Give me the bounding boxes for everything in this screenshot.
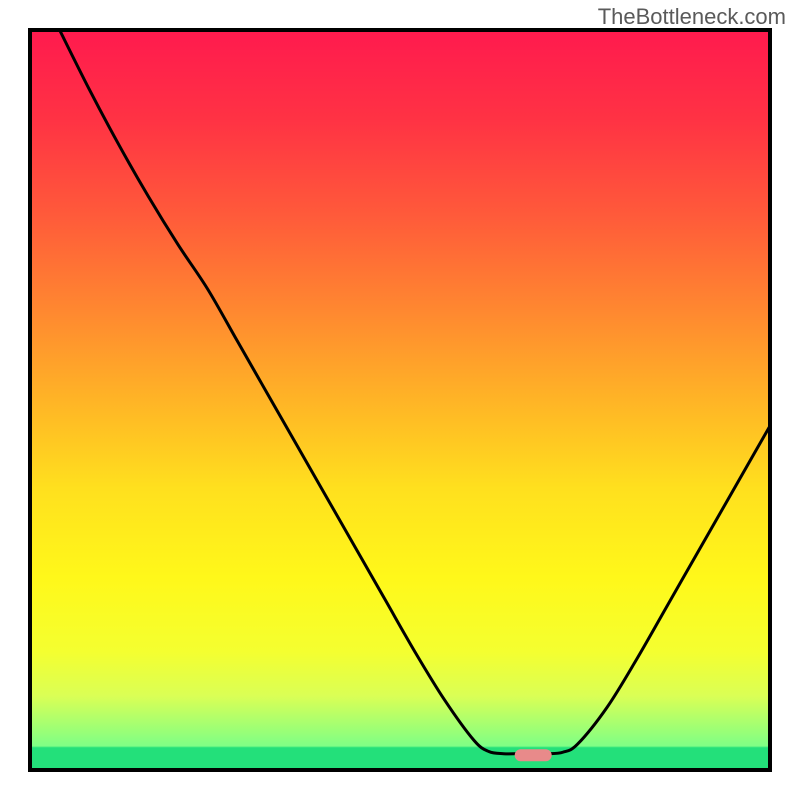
- chart-container: TheBottleneck.com: [0, 0, 800, 800]
- bottleneck-chart: [0, 0, 800, 800]
- watermark-text: TheBottleneck.com: [598, 4, 786, 30]
- optimal-marker: [515, 749, 552, 761]
- plot-background: [30, 30, 770, 770]
